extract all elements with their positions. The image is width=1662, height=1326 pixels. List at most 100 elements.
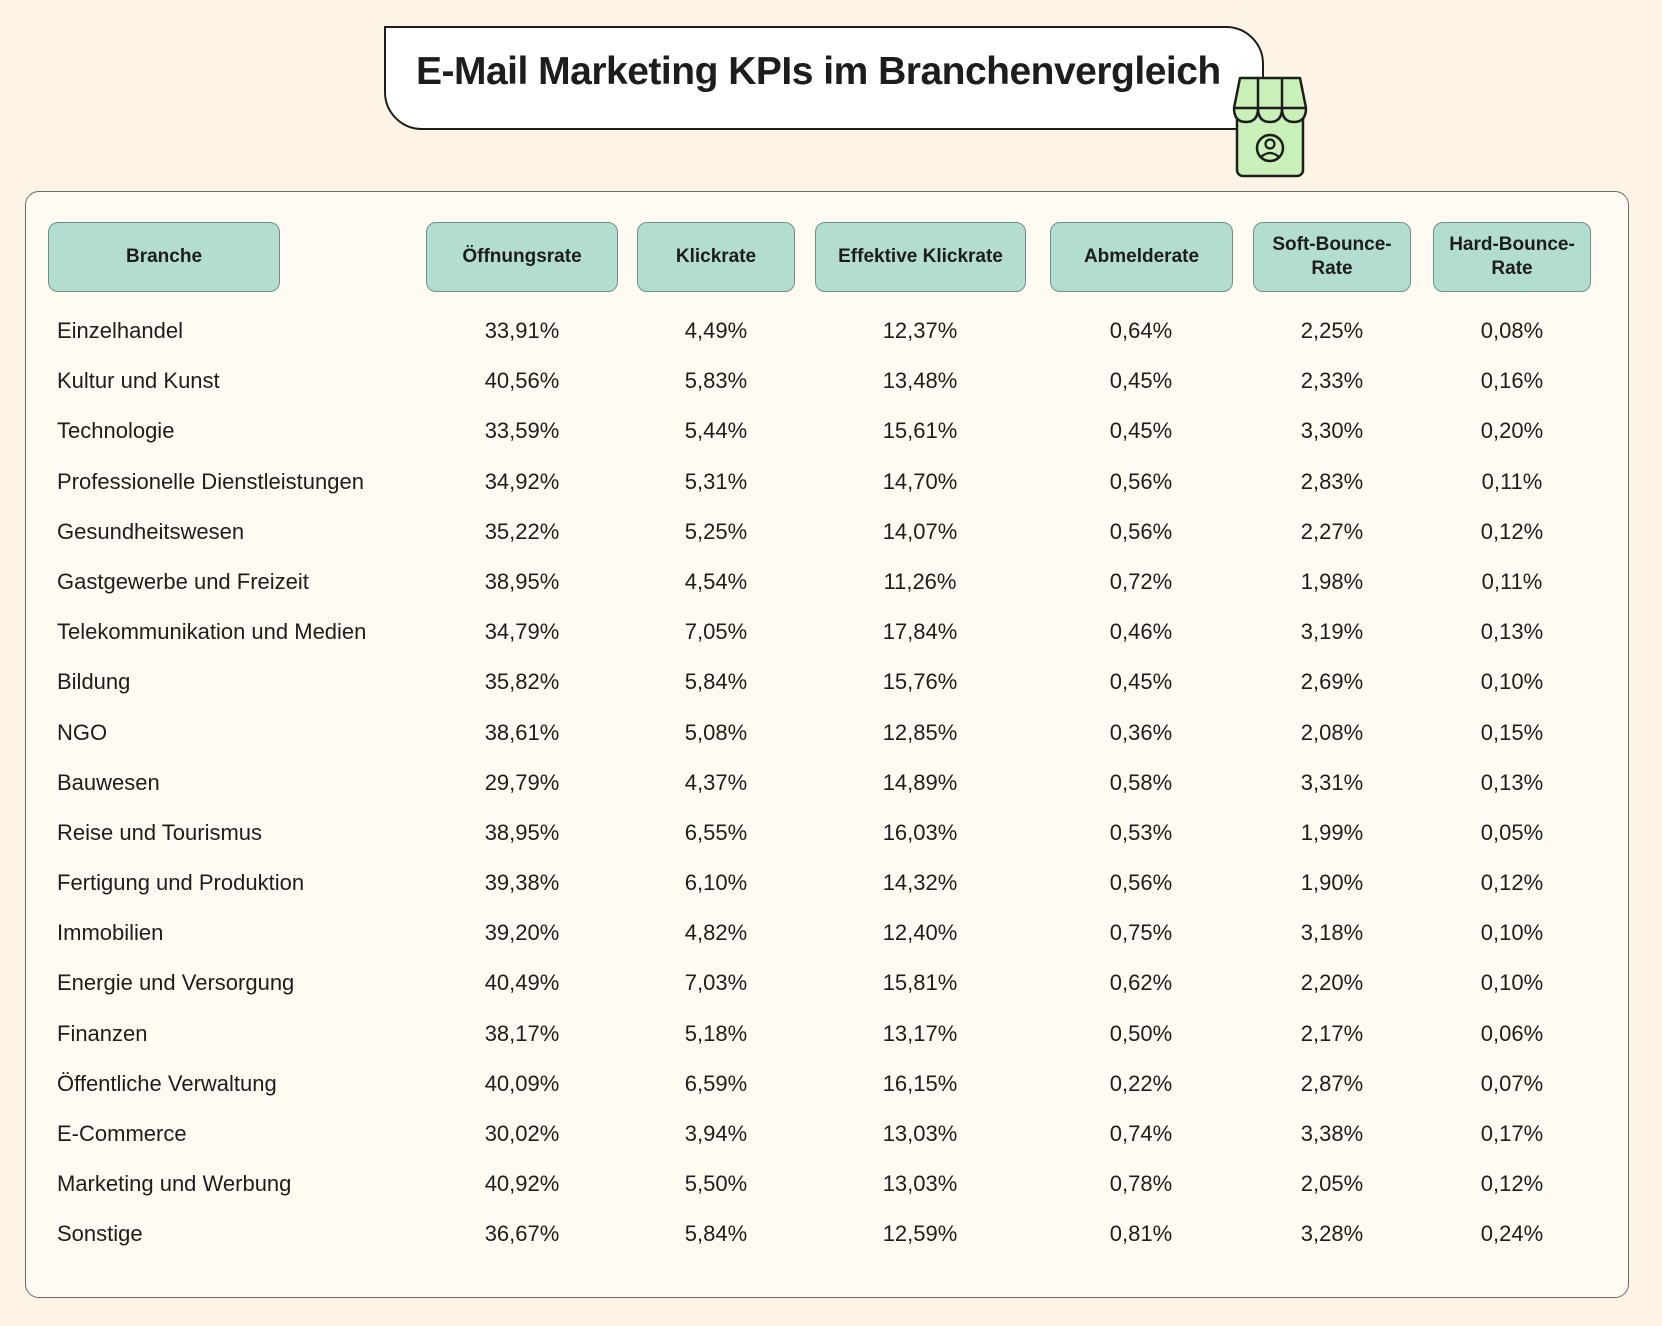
cell-abmelderate: 0,36% bbox=[1109, 719, 1173, 745]
header-branche: Branche bbox=[48, 222, 280, 292]
cell-hard-bounce-rate: 0,12% bbox=[1480, 870, 1544, 896]
header-effektive-klickrate: Effektive Klickrate bbox=[815, 222, 1026, 292]
cell-hard-bounce-rate: 0,06% bbox=[1480, 1020, 1544, 1046]
header-abmelderate: Abmelderate bbox=[1050, 222, 1233, 292]
cell-klickrate: 5,50% bbox=[684, 1171, 748, 1197]
kpi-table: Branche Öffnungsrate Klickrate Effektive… bbox=[25, 191, 1629, 1298]
cell-oeffnungsrate: 40,56% bbox=[484, 368, 560, 394]
header-klickrate: Klickrate bbox=[637, 222, 795, 292]
cell-oeffnungsrate: 39,20% bbox=[484, 920, 560, 946]
table-row: Einzelhandel 33,91% 4,49% 12,37% 0,64% 2,25% 0… bbox=[26, 306, 1628, 356]
table-row: Öffentliche Verwaltung 40,09% 6,59% 16,15% 0… bbox=[26, 1059, 1628, 1109]
cell-oeffnungsrate: 34,79% bbox=[484, 619, 560, 645]
cell-klickrate: 5,84% bbox=[684, 1221, 748, 1247]
cell-soft-bounce-rate: 2,17% bbox=[1300, 1020, 1364, 1046]
cell-klickrate: 4,54% bbox=[684, 568, 748, 594]
table-row: Professionelle Dienstleistungen 34,92% 5,3… bbox=[26, 457, 1628, 507]
table-row: Telekommunikation und Medien 34,79% 7,05% 1… bbox=[26, 607, 1628, 657]
cell-abmelderate: 0,74% bbox=[1109, 1121, 1173, 1146]
cell-klickrate: 4,49% bbox=[684, 318, 748, 343]
table-row: Marketing und Werbung 40,92% 5,50% 13,03% 0,… bbox=[26, 1159, 1628, 1209]
cell-oeffnungsrate: 33,91% bbox=[484, 318, 560, 343]
cell-soft-bounce-rate: 2,87% bbox=[1300, 1070, 1364, 1096]
cell-branche: Technologie bbox=[57, 418, 175, 444]
cell-klickrate: 6,10% bbox=[684, 870, 748, 896]
cell-hard-bounce-rate: 0,20% bbox=[1480, 418, 1544, 444]
table-row: Kultur und Kunst 40,56% 5,83% 13,48% 0,45% 2,… bbox=[26, 356, 1628, 406]
table-row: Energie und Versorgung 40,49% 7,03% 15,81% 0… bbox=[26, 958, 1628, 1008]
cell-soft-bounce-rate: 2,20% bbox=[1300, 970, 1364, 996]
cell-oeffnungsrate: 39,38% bbox=[484, 870, 560, 896]
cell-effektive-klickrate: 14,32% bbox=[882, 870, 958, 896]
cell-klickrate: 3,94% bbox=[684, 1121, 748, 1146]
table-row: Sonstige 36,67% 5,84% 12,59% 0,81% 3,28% 0,24% bbox=[26, 1209, 1628, 1259]
cell-soft-bounce-rate: 2,69% bbox=[1300, 669, 1364, 695]
cell-branche: Bildung bbox=[57, 669, 131, 695]
cell-soft-bounce-rate: 3,31% bbox=[1300, 769, 1364, 795]
cell-klickrate: 5,18% bbox=[684, 1020, 748, 1046]
table-body: Einzelhandel 33,91% 4,49% 12,37% 0,64% 2,25% 0… bbox=[26, 306, 1628, 1260]
cell-branche: Sonstige bbox=[57, 1221, 143, 1247]
cell-oeffnungsrate: 35,22% bbox=[484, 518, 560, 544]
cell-oeffnungsrate: 38,95% bbox=[484, 819, 560, 845]
cell-abmelderate: 0,45% bbox=[1109, 418, 1173, 444]
table-header: Branche Öffnungsrate Klickrate Effektive… bbox=[26, 192, 1628, 312]
cell-abmelderate: 0,56% bbox=[1109, 870, 1173, 896]
cell-branche: Professionelle Dienstleistungen bbox=[57, 468, 364, 494]
cell-hard-bounce-rate: 0,13% bbox=[1480, 619, 1544, 645]
cell-klickrate: 5,84% bbox=[684, 669, 748, 695]
cell-branche: NGO bbox=[57, 719, 108, 745]
cell-oeffnungsrate: 38,17% bbox=[484, 1020, 560, 1046]
cell-oeffnungsrate: 35,82% bbox=[484, 669, 560, 695]
cell-soft-bounce-rate: 3,30% bbox=[1300, 418, 1364, 444]
cell-effektive-klickrate: 12,37% bbox=[882, 318, 958, 343]
cell-abmelderate: 0,78% bbox=[1109, 1171, 1173, 1197]
cell-abmelderate: 0,62% bbox=[1109, 970, 1173, 996]
cell-soft-bounce-rate: 1,98% bbox=[1300, 568, 1364, 594]
cell-effektive-klickrate: 12,59% bbox=[882, 1221, 958, 1247]
cell-branche: Öffentliche Verwaltung bbox=[57, 1070, 277, 1096]
cell-abmelderate: 0,56% bbox=[1109, 518, 1173, 544]
cell-abmelderate: 0,50% bbox=[1109, 1020, 1173, 1046]
cell-abmelderate: 0,64% bbox=[1109, 318, 1173, 343]
cell-soft-bounce-rate: 2,27% bbox=[1300, 518, 1364, 544]
cell-branche: Fertigung und Produktion bbox=[57, 870, 305, 896]
cell-klickrate: 7,05% bbox=[684, 619, 748, 645]
cell-effektive-klickrate: 11,26% bbox=[883, 568, 957, 594]
cell-soft-bounce-rate: 3,38% bbox=[1300, 1121, 1364, 1146]
cell-abmelderate: 0,72% bbox=[1109, 568, 1173, 594]
cell-effektive-klickrate: 13,03% bbox=[882, 1171, 958, 1197]
cell-effektive-klickrate: 12,40% bbox=[882, 920, 958, 946]
cell-soft-bounce-rate: 2,08% bbox=[1300, 719, 1364, 745]
cell-oeffnungsrate: 38,95% bbox=[484, 568, 560, 594]
cell-branche: Finanzen bbox=[57, 1020, 148, 1046]
cell-hard-bounce-rate: 0,07% bbox=[1480, 1070, 1544, 1096]
cell-hard-bounce-rate: 0,24% bbox=[1480, 1221, 1544, 1247]
cell-branche: Bauwesen bbox=[57, 769, 160, 795]
cell-oeffnungsrate: 40,09% bbox=[484, 1070, 560, 1096]
cell-hard-bounce-rate: 0,16% bbox=[1480, 368, 1544, 394]
cell-branche: Einzelhandel bbox=[57, 318, 183, 343]
header-hard-bounce-rate: Hard-Bounce-Rate bbox=[1433, 222, 1591, 292]
cell-klickrate: 5,44% bbox=[684, 418, 748, 444]
cell-hard-bounce-rate: 0,11% bbox=[1481, 568, 1543, 594]
cell-branche: Gastgewerbe und Freizeit bbox=[57, 568, 309, 594]
cell-branche: E-Commerce bbox=[57, 1121, 187, 1146]
cell-soft-bounce-rate: 1,90% bbox=[1300, 870, 1364, 896]
cell-effektive-klickrate: 17,84% bbox=[882, 619, 958, 645]
cell-effektive-klickrate: 16,03% bbox=[882, 819, 958, 845]
cell-effektive-klickrate: 13,03% bbox=[882, 1121, 958, 1146]
page-title: E-Mail Marketing KPIs im Branchenverglei… bbox=[416, 50, 1221, 93]
table-row: Finanzen 38,17% 5,18% 13,17% 0,50% 2,17% 0,06% bbox=[26, 1009, 1628, 1059]
cell-branche: Energie und Versorgung bbox=[57, 970, 295, 996]
cell-effektive-klickrate: 13,48% bbox=[882, 368, 958, 394]
cell-abmelderate: 0,56% bbox=[1109, 468, 1173, 494]
cell-oeffnungsrate: 29,79% bbox=[484, 769, 560, 795]
cell-klickrate: 6,59% bbox=[684, 1070, 748, 1096]
cell-soft-bounce-rate: 3,28% bbox=[1300, 1221, 1364, 1247]
cell-oeffnungsrate: 34,92% bbox=[484, 468, 560, 494]
cell-hard-bounce-rate: 0,10% bbox=[1480, 920, 1544, 946]
cell-klickrate: 7,03% bbox=[684, 970, 748, 996]
title-box: E-Mail Marketing KPIs im Branchenverglei… bbox=[384, 26, 1264, 130]
cell-hard-bounce-rate: 0,15% bbox=[1480, 719, 1544, 745]
